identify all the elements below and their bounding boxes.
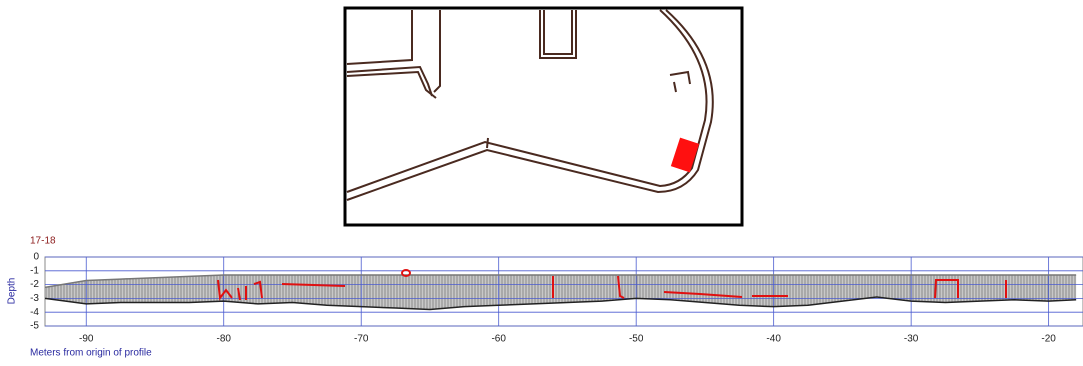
y-tick-label: -4 <box>30 307 39 318</box>
y-tick-label: -3 <box>30 293 39 304</box>
y-tick-label: 0 <box>33 252 39 263</box>
x-tick-label: -70 <box>354 334 369 345</box>
page: {"chart_data": {"type": "line", "title":… <box>0 0 1083 361</box>
x-tick-label: -30 <box>904 334 919 345</box>
plot: 0 -1 -2 -3 -4 -5 -90 -80 -70 -60 -50 -40 -30 -20 <box>30 252 1083 345</box>
y-axis-label: Depth <box>7 278 18 305</box>
map-inset <box>345 8 742 225</box>
x-tick-label: -60 <box>491 334 506 345</box>
x-tick-label: -90 <box>79 334 94 345</box>
x-tick-label: -20 <box>1041 334 1056 345</box>
x-axis-label: Meters from origin of profile <box>30 348 152 359</box>
x-tick-label: -40 <box>766 334 781 345</box>
y-tick-label: -5 <box>30 321 39 332</box>
chart-title: 17-18 <box>30 236 56 247</box>
y-tick-label: -2 <box>30 279 39 290</box>
x-tick-label: -50 <box>629 334 644 345</box>
y-tick-label: -1 <box>30 265 39 276</box>
chart: 17-18 Depth Meters from origin of profil… <box>0 0 1083 361</box>
x-tick-label: -80 <box>217 334 232 345</box>
